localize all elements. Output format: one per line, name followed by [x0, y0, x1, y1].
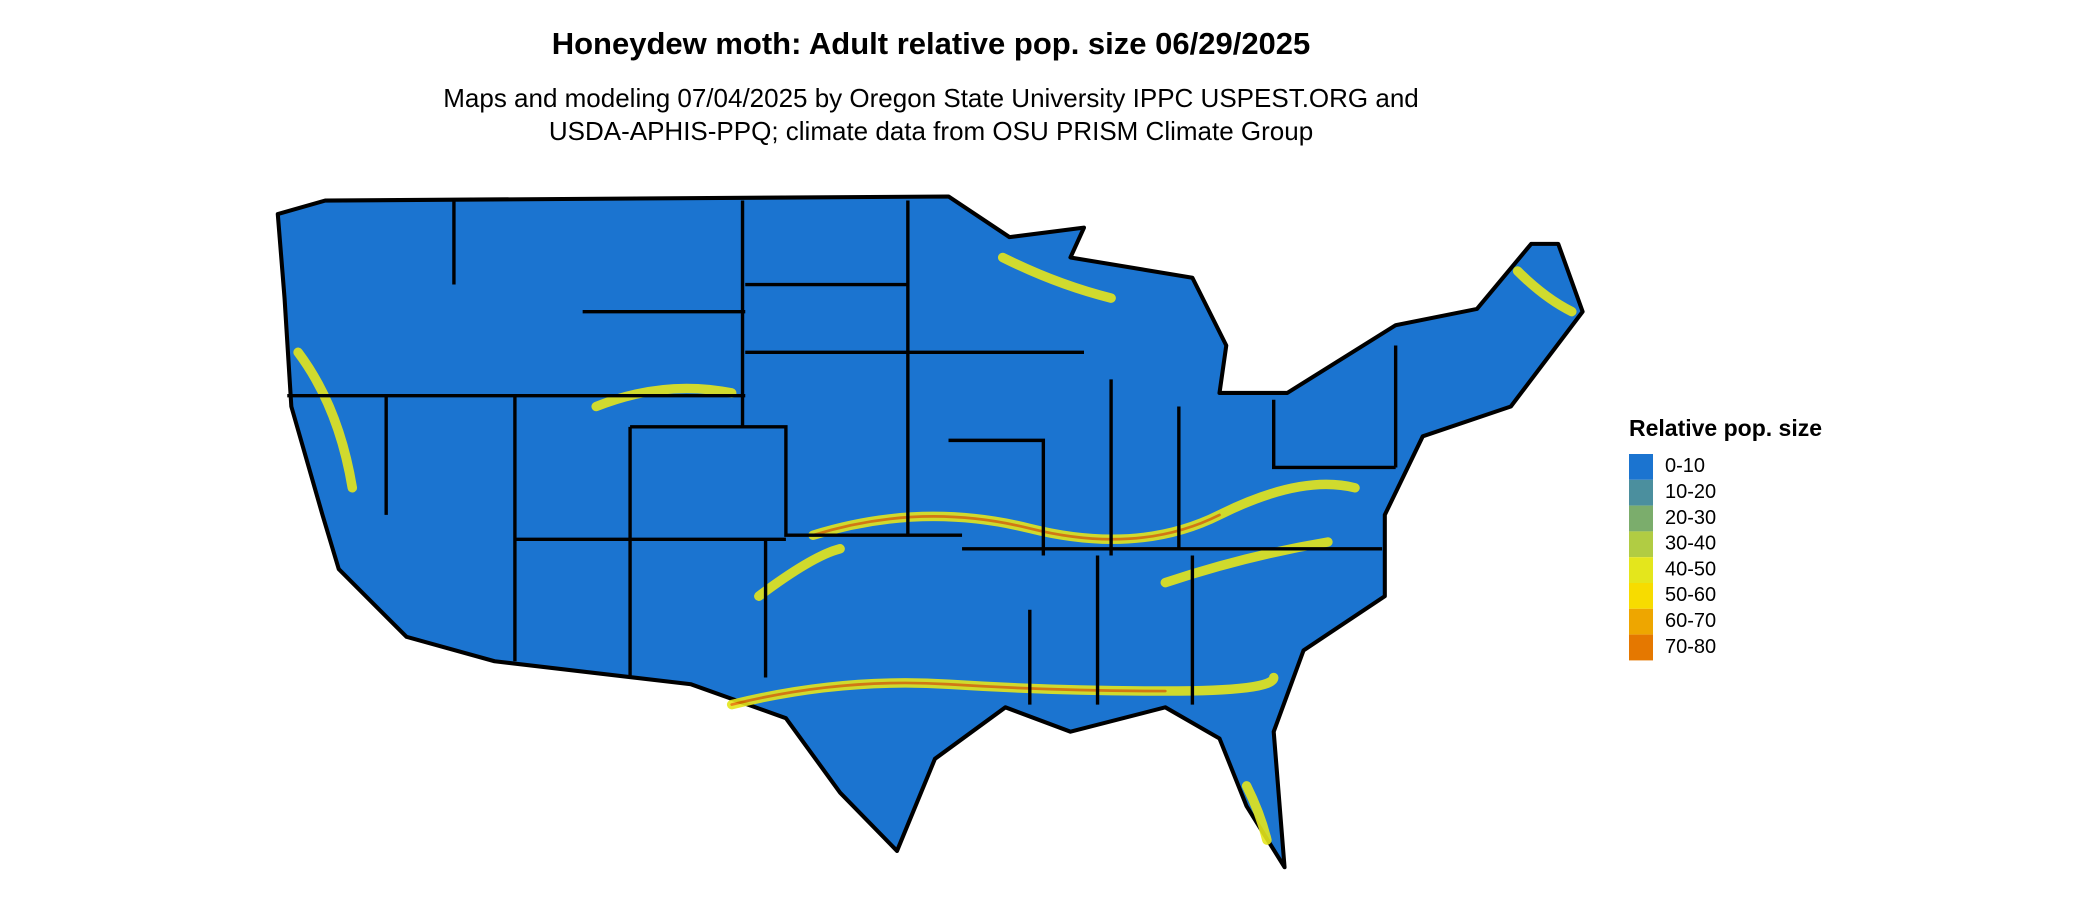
legend-swatch: [1629, 454, 1653, 480]
legend-swatch: [1629, 557, 1653, 583]
legend-swatch: [1629, 479, 1653, 506]
legend-swatch: [1629, 608, 1653, 635]
legend: 0-10 10-20 20-30 30-40 40-50 50-60 60-70 70-80: [1629, 454, 1716, 661]
legend-label: 40-50: [1665, 558, 1716, 580]
legend-label: 60-70: [1665, 610, 1716, 632]
legend-title: Relative pop. size: [1629, 415, 1822, 441]
legend-swatch: [1629, 634, 1653, 661]
legend-label: 10-20: [1665, 481, 1716, 503]
us-outline: [275, 194, 1585, 870]
legend-swatch: [1629, 583, 1653, 609]
legend-label: 0-10: [1665, 455, 1705, 477]
legend-label: 70-80: [1665, 636, 1716, 658]
legend-swatch: [1629, 505, 1653, 532]
legend-swatch: [1629, 531, 1653, 558]
subtitle-line: USDA-APHIS-PPQ; climate data from OSU PR…: [549, 116, 1313, 146]
state-borders: [287, 200, 1398, 705]
subtitle-line: Maps and modeling 07/04/2025 by Oregon S…: [443, 83, 1419, 113]
us-map: [275, 194, 1585, 870]
legend-label: 50-60: [1665, 584, 1716, 606]
legend-label: 20-30: [1665, 507, 1716, 529]
title: Honeydew moth: Adult relative pop. size …: [552, 26, 1311, 61]
legend-label: 30-40: [1665, 533, 1716, 555]
